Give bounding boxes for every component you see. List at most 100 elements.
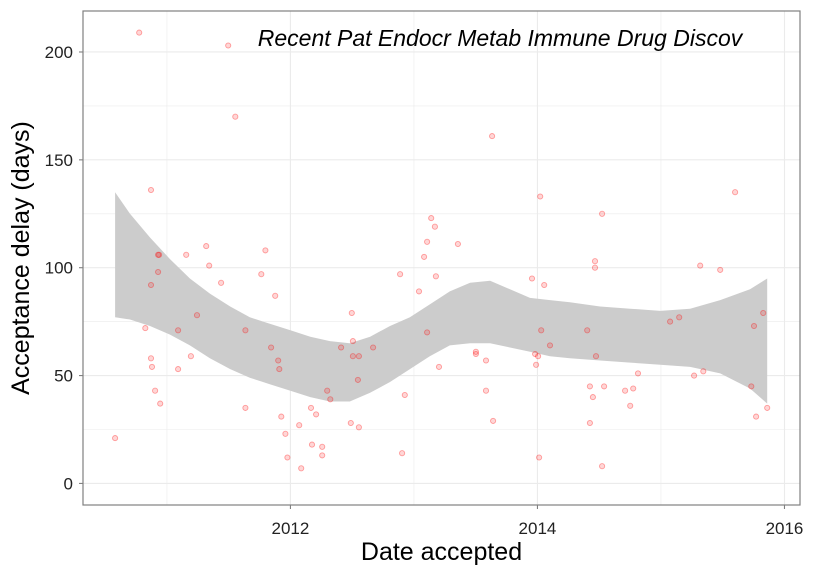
smoothing-band-layer: [115, 192, 768, 404]
data-point: [538, 327, 545, 334]
data-point: [627, 402, 634, 409]
data-point: [546, 342, 554, 349]
data-point: [630, 385, 637, 392]
data-point: [175, 366, 182, 373]
y-axis-title: Acceptance delay (days): [7, 121, 35, 395]
data-point: [428, 215, 435, 222]
x-axis-title: Date accepted: [361, 538, 522, 566]
x-tick-label: 2012: [272, 519, 310, 538]
data-point: [183, 251, 190, 258]
data-point: [232, 113, 239, 120]
data-point: [327, 396, 334, 403]
data-point: [691, 372, 698, 379]
data-point: [187, 353, 194, 360]
data-point: [354, 376, 361, 383]
data-point: [535, 353, 542, 360]
data-point: [472, 350, 479, 358]
major-gridlines: [83, 11, 800, 505]
data-point: [591, 264, 599, 271]
data-point: [225, 42, 232, 49]
data-point: [750, 322, 758, 330]
y-tick-label: 150: [45, 151, 73, 170]
data-point: [296, 422, 303, 429]
data-point: [308, 441, 316, 448]
data-point: [599, 463, 606, 470]
data-point: [397, 271, 404, 278]
data-point: [338, 344, 345, 351]
data-point: [276, 366, 283, 373]
data-point: [355, 424, 362, 431]
panel-border: [82, 10, 801, 506]
data-point: [262, 247, 269, 254]
data-point: [764, 404, 771, 411]
data-point: [319, 443, 326, 450]
data-point: [324, 387, 331, 394]
data-point: [601, 383, 608, 390]
data-point: [424, 238, 431, 245]
data-point: [748, 383, 755, 390]
data-point: [586, 419, 593, 427]
data-point: [242, 404, 249, 411]
data-point: [203, 243, 210, 250]
data-point: [532, 350, 539, 358]
data-point: [155, 268, 162, 276]
data-point: [298, 465, 305, 472]
data-point: [584, 327, 591, 334]
data-point: [156, 251, 163, 258]
y-tick-label: 0: [64, 474, 73, 493]
data-point: [622, 387, 629, 394]
data-point: [193, 312, 201, 319]
data-point: [348, 309, 355, 317]
data-point: [319, 452, 326, 459]
data-point: [355, 353, 362, 360]
x-tick-label: 2014: [519, 519, 557, 538]
data-point: [136, 29, 143, 36]
data-point: [732, 189, 739, 196]
data-point: [258, 271, 265, 278]
data-point: [349, 338, 356, 345]
y-tick-label: 50: [54, 367, 73, 386]
data-points-layer: [112, 29, 771, 472]
data-point: [454, 240, 461, 248]
chart-title: Recent Pat Endocr Metab Immune Drug Disc…: [258, 25, 744, 51]
data-point: [206, 262, 213, 269]
data-point: [528, 275, 536, 282]
data-point: [284, 454, 291, 461]
data-point: [242, 327, 249, 334]
data-point: [424, 329, 431, 336]
y-axis: 0 50 100 150 200: [45, 43, 83, 493]
data-point: [155, 251, 162, 258]
data-point: [717, 266, 724, 273]
data-point: [760, 309, 767, 317]
plot-panel: [83, 11, 800, 505]
data-point: [667, 318, 674, 325]
data-point: [148, 363, 156, 370]
data-point: [700, 368, 707, 375]
data-point: [421, 253, 428, 260]
data-point: [541, 281, 548, 289]
data-point: [599, 210, 606, 217]
data-point: [589, 394, 596, 401]
data-point: [697, 262, 704, 269]
data-point: [142, 325, 149, 332]
data-point: [112, 435, 119, 442]
data-point: [586, 383, 593, 390]
data-point: [147, 355, 155, 362]
y-tick-label: 100: [45, 259, 73, 278]
data-point: [307, 404, 315, 411]
data-point: [147, 186, 155, 194]
data-point: [268, 344, 275, 351]
data-point: [676, 314, 683, 321]
data-point: [431, 223, 438, 230]
data-point: [432, 273, 439, 280]
minor-gridlines: [83, 11, 800, 505]
x-axis: 2012 2014 2016: [272, 505, 803, 538]
data-point: [152, 387, 159, 394]
data-point: [282, 430, 289, 437]
data-point: [591, 258, 599, 265]
data-point: [537, 193, 544, 200]
confidence-band: [115, 192, 768, 404]
data-point: [435, 363, 443, 370]
data-point: [634, 370, 642, 377]
